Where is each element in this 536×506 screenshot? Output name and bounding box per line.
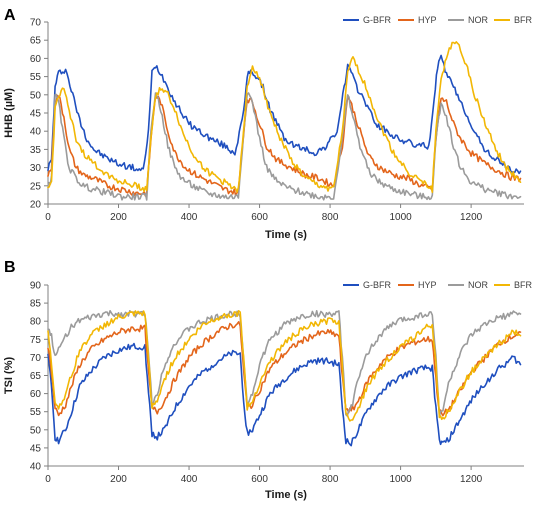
panel-a-x-tick-label: 800 xyxy=(322,212,339,223)
panel-a-x-tick-label: 200 xyxy=(110,212,127,223)
panel-b: B 40 45 50 55 60 65 70 75 80 85 90 0 200 400 600 800 1000… xyxy=(3,259,533,501)
panel-b-x-axis-title: Time (s) xyxy=(265,489,307,501)
panel-a-y-tick-label: 55 xyxy=(30,72,42,83)
panel-b-y-tick-label: 85 xyxy=(30,299,42,310)
panel-a-y-axis-title: HHB (µM) xyxy=(3,88,15,138)
panel-a-x-tick-label: 1200 xyxy=(460,212,483,223)
panel-b-x-tick-label: 600 xyxy=(251,474,268,485)
panel-a-series-hyp xyxy=(47,94,522,197)
panel-b-legend-label: HYP xyxy=(418,280,437,290)
panel-b-x-tick-label: 200 xyxy=(110,474,127,485)
panel-b-y-tick-label: 80 xyxy=(30,317,42,328)
panel-a-legend-label: NOR xyxy=(468,15,489,25)
panel-a-x-tick-label: 1000 xyxy=(389,212,412,223)
panel-a-label: A xyxy=(4,7,16,24)
panel-a-x-tick-label: 600 xyxy=(251,212,268,223)
panel-a-x-tick-label: 0 xyxy=(45,212,51,223)
panel-b-legend-label: G-BFR xyxy=(363,280,391,290)
panel-b-y-tick-label: 50 xyxy=(30,425,42,436)
panel-a-y-tick-label: 30 xyxy=(30,163,42,174)
panel-b-x-tick-label: 1000 xyxy=(389,474,412,485)
panel-a-series-bfr xyxy=(47,41,522,193)
panel-b-series-bfr xyxy=(47,309,522,422)
panel-b-legend: G-BFR HYP NOR BFR xyxy=(343,280,533,290)
panel-b-series-hyp xyxy=(47,320,522,417)
panel-b-x-tick-label: 800 xyxy=(322,474,339,485)
panel-b-x-tick-label: 400 xyxy=(181,474,198,485)
panel-a-y-tick-label: 25 xyxy=(30,181,42,192)
panel-a-y-tick-label: 35 xyxy=(30,145,42,156)
panel-b-y-tick-label: 75 xyxy=(30,335,42,346)
panel-b-y-tick-label: 70 xyxy=(30,353,42,364)
panel-a-legend-label: HYP xyxy=(418,15,437,25)
panel-a-y-tick-label: 50 xyxy=(30,90,42,101)
panel-b-y-axis-title: TSI (%) xyxy=(3,357,15,395)
panel-b-y-tick-label: 45 xyxy=(30,443,42,454)
panel-a-legend-label: BFR xyxy=(514,15,533,25)
panel-b-y-tick-label: 90 xyxy=(30,281,42,292)
panel-b-legend-label: NOR xyxy=(468,280,489,290)
panel-a-series-g-bfr xyxy=(47,54,522,175)
panel-b-y-tick-label: 65 xyxy=(30,371,42,382)
panel-b-y-tick-label: 55 xyxy=(30,407,42,418)
panel-b-y-tick-label: 60 xyxy=(30,389,42,400)
panel-a-y-tick-label: 65 xyxy=(30,36,42,47)
panel-b-y-tick-label: 40 xyxy=(30,462,42,473)
panel-a-legend: G-BFR HYP NOR BFR xyxy=(343,15,533,25)
panel-a-y-tick-label: 40 xyxy=(30,127,42,138)
panel-b-label: B xyxy=(4,259,16,276)
panel-a: A 20 25 30 35 40 45 50 55 60 65 70 0 200 400 600 800 1000… xyxy=(3,7,533,241)
panel-b-series-g-bfr xyxy=(47,342,522,447)
panel-a-legend-label: G-BFR xyxy=(363,15,391,25)
panel-a-x-tick-label: 400 xyxy=(181,212,198,223)
panel-a-y-tick-label: 20 xyxy=(30,200,42,211)
panel-a-y-tick-label: 60 xyxy=(30,54,42,65)
panel-a-series-nor xyxy=(47,92,522,201)
panel-b-x-tick-label: 0 xyxy=(45,474,51,485)
panel-b-legend-label: BFR xyxy=(514,280,533,290)
panel-b-x-tick-label: 1200 xyxy=(460,474,483,485)
panel-b-series-nor xyxy=(47,309,522,418)
panel-a-x-axis-title: Time (s) xyxy=(265,229,307,241)
panel-a-y-tick-label: 70 xyxy=(30,18,42,29)
panel-a-y-tick-label: 45 xyxy=(30,109,42,120)
